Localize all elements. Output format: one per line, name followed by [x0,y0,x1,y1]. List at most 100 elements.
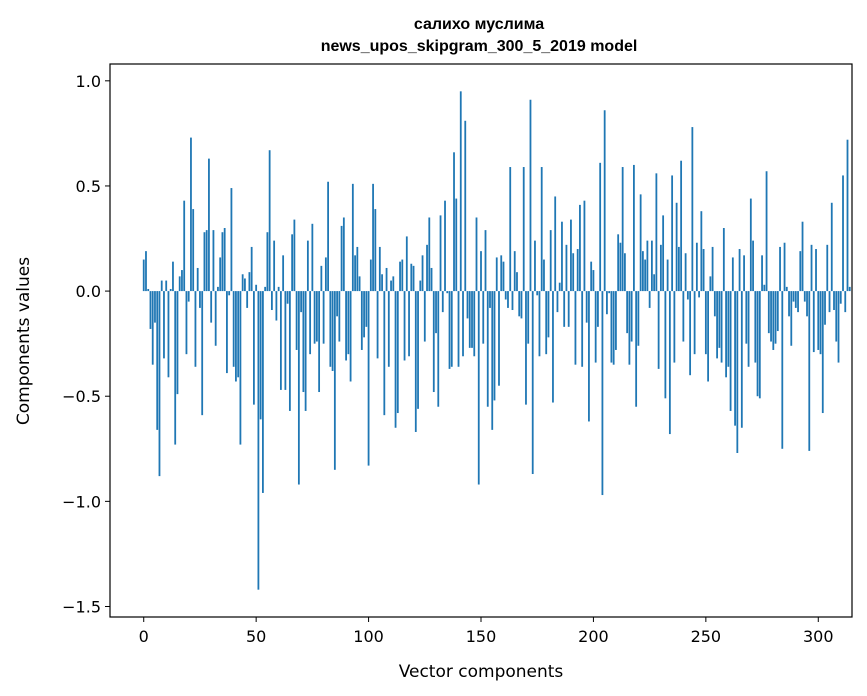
bar-65 [288,291,291,411]
bar-178 [543,259,545,292]
bar-268 [745,291,748,344]
bar-21 [190,137,192,292]
bar-274 [758,291,761,399]
bar-35 [221,232,224,292]
bar-116 [403,291,406,361]
bar-108 [385,267,388,292]
bar-291 [797,291,799,313]
bar-11 [167,291,170,378]
bar-156 [493,291,496,401]
bar-280 [772,291,775,350]
bar-41 [235,291,237,382]
bar-179 [545,291,548,355]
bar-250 [704,291,707,355]
bar-105 [378,246,381,292]
bar-225 [648,291,651,308]
bar-115 [401,259,404,292]
bar-121 [414,291,417,432]
bar-153 [486,291,489,407]
bar-120 [412,265,415,292]
x-tick-label: 100 [353,627,384,646]
bar-69 [297,291,300,485]
bar-164 [511,291,514,311]
bar-218 [633,164,635,292]
bar-208 [610,291,613,363]
bar-60 [277,286,280,292]
bar-67 [293,219,296,292]
bar-180 [547,291,550,338]
bar-286 [785,286,788,292]
bar-74 [309,291,312,355]
bar-273 [756,291,759,397]
bar-238 [677,246,680,292]
bar-159 [500,255,503,292]
bar-63 [284,291,287,390]
bar-211 [617,234,620,292]
bar-281 [774,291,777,344]
bar-188 [565,244,568,292]
bar-216 [628,291,631,365]
bar-263 [734,291,736,426]
bar-220 [637,291,640,346]
y-tick-label: 1.0 [76,72,101,91]
bar-14 [174,291,177,445]
bar-212 [619,242,622,292]
bar-76 [313,291,316,344]
bar-10 [165,280,168,292]
bar-157 [495,257,498,292]
bar-175 [536,291,539,296]
bar-227 [653,274,656,292]
bar-313 [846,139,849,292]
bar-194 [579,204,581,292]
bar-119 [410,263,413,292]
bar-78 [318,291,321,393]
bar-28 [205,230,208,292]
bar-62 [282,255,285,292]
bar-298 [812,291,815,353]
bar-27 [203,232,206,292]
bar-189 [567,291,570,327]
bar-264 [736,291,739,453]
bar-68 [295,291,298,350]
bar-305 [828,291,831,313]
bar-221 [639,194,642,292]
bar-91 [347,291,350,355]
bar-32 [214,291,217,346]
bar-308 [835,291,838,342]
bars [142,91,851,590]
bar-158 [498,291,500,386]
bar-232 [664,291,667,399]
bar-100 [367,291,370,466]
bar-143 [464,120,467,292]
bar-131 [437,291,440,407]
bar-26 [201,291,204,416]
bar-141 [459,91,462,292]
bar-24 [196,267,199,292]
bar-87 [338,291,341,342]
bar-226 [650,240,653,292]
bar-53 [262,291,264,493]
bar-45 [244,278,246,292]
bar-310 [839,291,842,304]
bar-187 [563,291,566,327]
bar-95 [356,246,359,292]
bar-102 [372,183,374,292]
bar-25 [199,291,201,308]
bar-155 [491,291,494,430]
chart-subtitle: news_upos_skipgram_300_5_2019 model [321,38,638,55]
bar-1 [145,251,147,292]
bar-161 [504,291,507,300]
bar-149 [477,291,480,485]
bar-224 [646,240,649,292]
bar-40 [232,291,235,367]
x-tick-label: 200 [578,627,609,646]
bar-89 [342,217,345,292]
bar-253 [711,246,714,292]
bar-209 [612,291,615,365]
bar-126 [426,244,428,292]
bar-248 [700,211,703,292]
bar-311 [842,175,844,292]
bar-7 [158,291,161,477]
bar-271 [752,240,754,292]
